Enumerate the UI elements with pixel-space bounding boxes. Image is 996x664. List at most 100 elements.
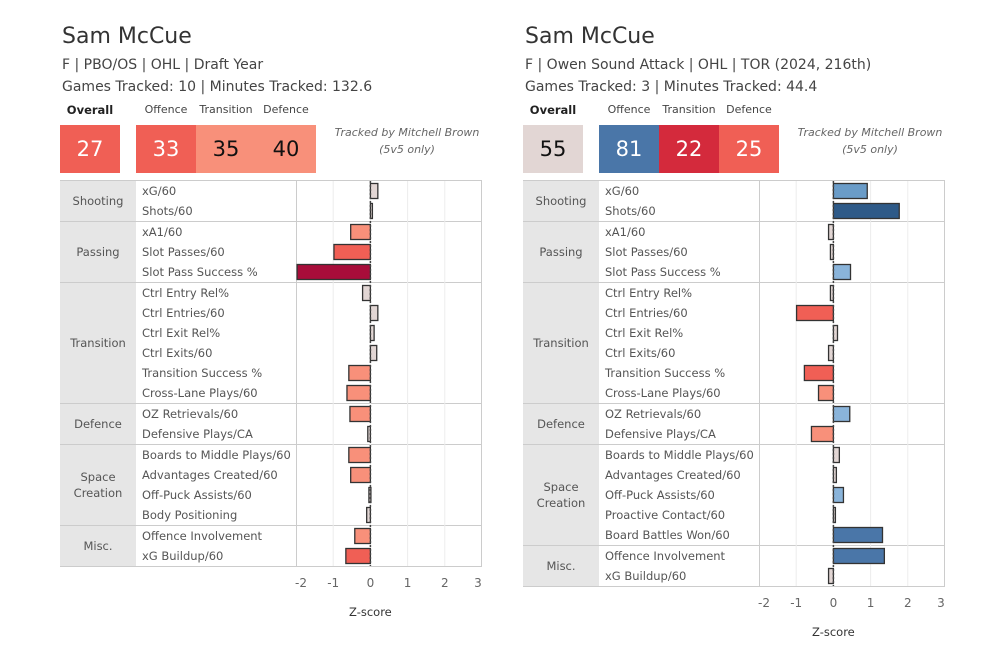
group-label: Misc.	[523, 546, 599, 586]
metric-label: xA1/60	[142, 225, 183, 239]
metric-label: Ctrl Exit Rel%	[142, 326, 221, 340]
zscore-bar[interactable]	[369, 182, 379, 200]
metric-group: Defence OZ Retrievals/60 Defensive Plays/C…	[60, 404, 482, 445]
credit-line-1: Tracked by Mitchell Brown	[797, 126, 943, 139]
zscore-bar[interactable]	[829, 243, 835, 261]
metric-label: Transition Success %	[605, 366, 726, 380]
metric-label: Ctrl Entry Rel%	[142, 286, 230, 300]
metric-label: Off-Puck Assists/60	[605, 488, 715, 502]
group-label: Shooting	[523, 181, 599, 221]
metric-label: Boards to Middle Plays/60	[142, 448, 291, 462]
zscore-bar[interactable]	[832, 526, 884, 544]
zscore-bar-chart: -2 -1 0 1 2 3	[295, 181, 482, 590]
x-tick-label: 2	[441, 576, 449, 590]
transition-label: Transition	[199, 103, 253, 116]
group-label: Shooting	[60, 181, 136, 221]
metric-label: OZ Retrievals/60	[142, 407, 239, 421]
zscore-bar[interactable]	[369, 344, 378, 362]
offence-score: 33	[136, 125, 196, 173]
metric-label: Shots/60	[142, 204, 193, 218]
zscore-bar[interactable]	[350, 223, 372, 241]
metric-label: Slot Passes/60	[605, 245, 688, 259]
metric-label: Boards to Middle Plays/60	[605, 448, 754, 462]
zscore-bar[interactable]	[350, 466, 372, 484]
metrics-table: Shooting xG/60 Shots/60 Passing xA1/60 Slot P…	[60, 180, 482, 567]
zscore-bar[interactable]	[832, 486, 845, 504]
credit-note: Tracked by Mitchell Brown (5v5 only)	[785, 124, 955, 158]
metric-label: xA1/60	[605, 225, 646, 239]
defence-label: Defence	[263, 103, 309, 116]
zscore-bar[interactable]	[333, 243, 372, 261]
offence-score: 81	[599, 125, 659, 173]
zscore-bar[interactable]	[346, 384, 372, 402]
metric-label: Ctrl Exits/60	[142, 346, 213, 360]
credit-line-2: (5v5 only)	[842, 143, 898, 156]
metric-group: Shooting xG/60 Shots/60	[523, 181, 945, 222]
metric-label: xG/60	[142, 184, 177, 198]
x-tick-label: 3	[937, 596, 945, 610]
zscore-bar[interactable]	[832, 202, 900, 220]
offence-label: Offence	[607, 103, 651, 116]
metric-label: Ctrl Entries/60	[142, 306, 225, 320]
zscore-bar[interactable]	[369, 304, 379, 322]
player-panel-right: Sam McCue F | Owen Sound Attack | OHL | …	[523, 0, 963, 664]
metric-group: Transition Ctrl Entry Rel% Ctrl Entries/60…	[60, 283, 482, 404]
zscore-bar[interactable]	[827, 567, 835, 585]
zscore-bar[interactable]	[345, 547, 372, 565]
tracking-info: Games Tracked: 3 | Minutes Tracked: 44.4	[525, 79, 818, 95]
x-axis-label: Z-score	[349, 605, 392, 619]
metric-label: Board Battles Won/60	[605, 528, 730, 542]
zscore-bar[interactable]	[832, 182, 868, 200]
zscore-bar[interactable]	[832, 405, 851, 423]
zscore-bar[interactable]	[817, 384, 835, 402]
credit-note: Tracked by Mitchell Brown (5v5 only)	[322, 124, 492, 158]
group-label: Space Creation	[60, 445, 136, 525]
zscore-bar[interactable]	[832, 547, 886, 565]
zscore-bar[interactable]	[348, 446, 372, 464]
offence-label: Offence	[144, 103, 188, 116]
defence-score: 25	[719, 125, 779, 173]
x-tick-label: -2	[295, 576, 307, 590]
metric-label: Cross-Lane Plays/60	[142, 386, 258, 400]
metric-label: Body Positioning	[142, 508, 238, 522]
zscore-bar[interactable]	[354, 527, 372, 545]
metric-label: OZ Retrievals/60	[605, 407, 702, 421]
zscore-bar[interactable]	[795, 304, 835, 322]
zscore-bar[interactable]	[349, 405, 372, 423]
group-label: Space Creation	[523, 445, 599, 545]
metric-group: Shooting xG/60 Shots/60	[60, 181, 482, 222]
zscore-bar[interactable]	[348, 364, 372, 382]
metric-label: Proactive Contact/60	[605, 508, 726, 522]
zscore-bar[interactable]	[832, 263, 852, 281]
transition-score: 35	[196, 125, 256, 173]
overall-score: 27	[60, 125, 120, 173]
metric-label: Ctrl Entries/60	[605, 306, 688, 320]
metrics-table: Shooting xG/60 Shots/60 Passing xA1/60 Slot P…	[523, 180, 945, 587]
player-subtitle: F | PBO/OS | OHL | Draft Year	[62, 57, 264, 73]
transition-label: Transition	[662, 103, 716, 116]
transition-score: 22	[659, 125, 719, 173]
zscore-bar[interactable]	[803, 364, 835, 382]
x-tick-label: -1	[327, 576, 339, 590]
group-label: Passing	[523, 222, 599, 282]
metric-label: Shots/60	[605, 204, 656, 218]
player-name: Sam McCue	[525, 24, 655, 49]
zscore-bar[interactable]	[361, 284, 372, 302]
defence-score: 40	[256, 125, 316, 173]
zscore-bar[interactable]	[810, 425, 835, 443]
overall-score: 55	[523, 125, 583, 173]
zscore-bar[interactable]	[832, 446, 841, 464]
x-tick-label: 2	[904, 596, 912, 610]
credit-line-2: (5v5 only)	[379, 143, 435, 156]
x-tick-label: 1	[867, 596, 875, 610]
zscore-bar-chart: -2 -1 0 1 2 3	[758, 181, 945, 610]
metric-label: Slot Passes/60	[142, 245, 225, 259]
metric-label: xG Buildup/60	[142, 549, 224, 563]
metric-label: Cross-Lane Plays/60	[605, 386, 721, 400]
x-tick-label: 0	[830, 596, 838, 610]
zscore-bar[interactable]	[296, 263, 372, 281]
metric-group: Space Creation Boards to Middle Plays/60 Ad…	[523, 445, 945, 546]
metric-group: Passing xA1/60 Slot Passes/60 Slot Pass Suc…	[523, 222, 945, 283]
metric-label: Ctrl Entry Rel%	[605, 286, 693, 300]
zscore-bar[interactable]	[827, 223, 835, 241]
